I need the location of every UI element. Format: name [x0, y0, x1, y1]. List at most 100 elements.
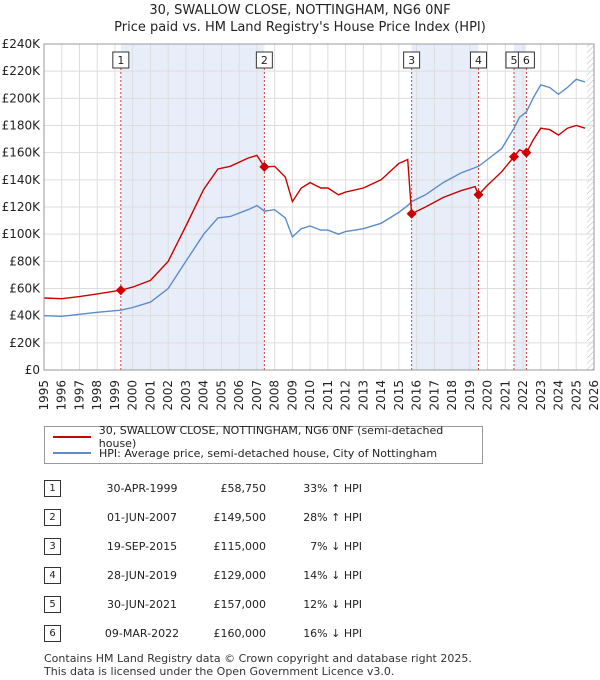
table-row: 5 30-JUN-2021 £157,000 12% ↓ HPI: [44, 590, 362, 619]
y-tick-label: £80K: [9, 254, 41, 268]
table-row: 4 28-JUN-2019 £129,000 14% ↓ HPI: [44, 561, 362, 590]
sale-date: 28-JUN-2019: [106, 569, 178, 582]
sale-point: [259, 161, 270, 172]
series-line: [43, 78, 586, 318]
chart-legend: 30, SWALLOW CLOSE, NOTTINGHAM, NG6 0NF (…: [44, 424, 483, 464]
x-tick-label: 2023: [534, 380, 548, 411]
sale-price: £149,500: [213, 511, 267, 524]
plot-border: [43, 43, 595, 371]
y-tick-label: £160K: [2, 146, 42, 160]
sale-point: [406, 208, 417, 219]
y-tick-label: £120K: [2, 200, 42, 214]
x-tick-label: 2011: [321, 380, 335, 411]
x-tick-label: 2003: [179, 380, 193, 411]
sale-number-badge: 5: [44, 596, 61, 613]
table-row: 1 30-APR-1999 £58,750 33% ↑ HPI: [44, 474, 362, 503]
x-tick-label: 2000: [126, 380, 140, 411]
sale-date: 30-JUN-2021: [106, 598, 178, 611]
sale-date: 19-SEP-2015: [106, 540, 178, 553]
x-tick-label: 2022: [516, 380, 530, 411]
y-tick-label: £220K: [2, 64, 42, 78]
sale-number-badge: 3: [44, 538, 61, 555]
chart-title: 30, SWALLOW CLOSE, NOTTINGHAM, NG6 0NF: [149, 3, 451, 18]
sale-hpi-diff: 7% ↓ HPI: [310, 540, 362, 553]
sale-marker-label: 1: [117, 54, 124, 67]
sale-point: [115, 285, 126, 296]
sale-number-badge: 6: [44, 625, 61, 642]
x-tick-label: 1995: [37, 380, 51, 411]
sale-marker-box: [517, 51, 535, 69]
sale-marker-label: 4: [475, 54, 482, 67]
table-row: 6 09-MAR-2022 £160,000 16% ↓ HPI: [44, 619, 362, 648]
sales-table: 1 30-APR-1999 £58,750 33% ↑ HPI 2 01-JUN…: [44, 474, 362, 648]
sale-price: £160,000: [213, 627, 267, 640]
sale-hpi-diff: 14% ↓ HPI: [303, 569, 362, 582]
x-tick-label: 2009: [285, 380, 299, 411]
sale-marker-box: [112, 51, 130, 69]
x-tick-label: 1999: [108, 380, 122, 411]
x-tick-label: 2019: [463, 380, 477, 411]
sale-date: 01-JUN-2007: [106, 511, 178, 524]
x-tick-label: 2021: [498, 380, 512, 411]
sale-hpi-diff: 12% ↓ HPI: [303, 598, 362, 611]
sale-date: 30-APR-1999: [106, 482, 178, 495]
sale-marker-box: [403, 51, 421, 69]
table-row: 3 19-SEP-2015 £115,000 7% ↓ HPI: [44, 532, 362, 561]
x-tick-label: 2020: [481, 380, 495, 411]
y-tick-label: £140K: [2, 173, 42, 187]
sale-marker-label: 3: [408, 54, 415, 67]
x-tick-label: 2018: [445, 380, 459, 411]
x-tick-label: 2017: [427, 380, 441, 411]
sale-price: £115,000: [213, 540, 267, 553]
sale-price: £129,000: [213, 569, 267, 582]
x-tick-label: 1996: [55, 380, 69, 411]
footer-licence: This data is licensed under the Open Gov…: [44, 665, 395, 678]
y-tick-label: £240K: [2, 37, 42, 51]
x-tick-label: 2025: [569, 380, 583, 411]
sale-price: £58,750: [220, 482, 267, 495]
sale-number-badge: 1: [44, 480, 61, 497]
sale-hpi-diff: 33% ↑ HPI: [303, 482, 362, 495]
sale-point: [508, 151, 519, 162]
legend-swatch-hpi: [53, 452, 91, 454]
x-tick-label: 2008: [268, 380, 282, 411]
sale-point: [521, 147, 532, 158]
x-tick-label: 2010: [303, 380, 317, 411]
x-tick-label: 2002: [161, 380, 175, 411]
sale-marker-label: 6: [523, 54, 530, 67]
y-tick-label: £200K: [2, 91, 42, 105]
sale-price: £157,000: [213, 598, 267, 611]
x-tick-label: 2001: [143, 380, 157, 411]
legend-entry-property: 30, SWALLOW CLOSE, NOTTINGHAM, NG6 0NF (…: [53, 424, 482, 450]
sale-date: 09-MAR-2022: [104, 627, 180, 640]
x-tick-label: 2006: [232, 380, 246, 411]
sale-hpi-diff: 28% ↑ HPI: [303, 511, 362, 524]
x-tick-label: 2026: [587, 380, 600, 411]
legend-label-property: 30, SWALLOW CLOSE, NOTTINGHAM, NG6 0NF (…: [98, 424, 444, 450]
x-tick-label: 2005: [214, 380, 228, 411]
sale-point: [473, 189, 484, 200]
x-tick-label: 2007: [250, 380, 264, 411]
footer-copyright: Contains HM Land Registry data © Crown c…: [44, 652, 472, 665]
footer-note: Contains HM Land Registry data © Crown c…: [44, 652, 472, 678]
sale-marker-box: [470, 51, 487, 69]
sale-hpi-diff: 16% ↓ HPI: [303, 627, 362, 640]
price-chart: £0 £20K £40K £60K £80K £100K £120K £140K £160K £1…: [2, 37, 600, 411]
sale-marker-label: 2: [261, 54, 268, 67]
y-tick-label: £180K: [2, 119, 42, 133]
sale-number-badge: 2: [44, 509, 61, 526]
chart-subtitle: Price paid vs. HM Land Registry's House …: [114, 20, 486, 35]
sale-marker-label: 5: [510, 54, 517, 67]
x-tick-label: 1997: [72, 380, 86, 411]
y-tick-label: £40K: [9, 309, 41, 323]
x-tick-label: 1998: [90, 380, 104, 411]
x-tick-label: 2014: [374, 380, 388, 411]
y-tick-label: £60K: [9, 282, 41, 296]
legend-label-hpi: HPI: Average price, semi-detached house,…: [99, 446, 438, 460]
legend-swatch-property: [53, 436, 91, 438]
legend-entry-hpi: HPI: Average price, semi-detached house,…: [53, 445, 437, 461]
x-tick-label: 2012: [339, 380, 353, 411]
sale-number-badge: 4: [44, 567, 61, 584]
x-tick-label: 2016: [410, 380, 424, 411]
table-row: 2 01-JUN-2007 £149,500 28% ↑ HPI: [44, 503, 362, 532]
